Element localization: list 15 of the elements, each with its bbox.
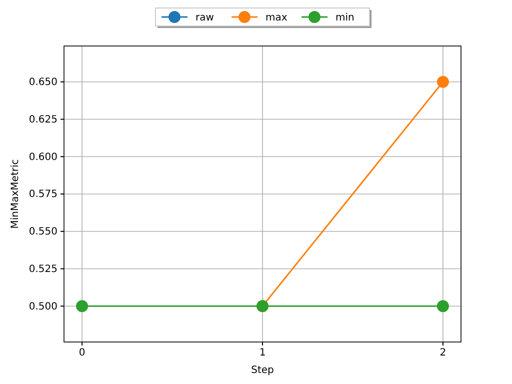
y-tick-label: 0.625 (28, 114, 58, 126)
y-tick-label: 0.600 (28, 152, 58, 163)
x-axis-title: Step (251, 365, 274, 376)
y-tick-label: 0.650 (28, 77, 58, 88)
legend-label: min (336, 12, 354, 24)
y-tick-label: 0.525 (28, 264, 58, 275)
x-tick-label: 1 (259, 348, 266, 359)
y-tick-label: 0.575 (28, 189, 58, 200)
y-tick-label: 0.550 (28, 226, 58, 238)
legend-label: max (266, 12, 288, 24)
y-axis-title: MinMaxMetric (10, 159, 21, 229)
legend-label: raw (196, 12, 214, 24)
x-tick-label: 2 (440, 348, 446, 359)
y-tick-label: 0.500 (28, 301, 58, 312)
x-tick-label: 0 (78, 348, 86, 359)
